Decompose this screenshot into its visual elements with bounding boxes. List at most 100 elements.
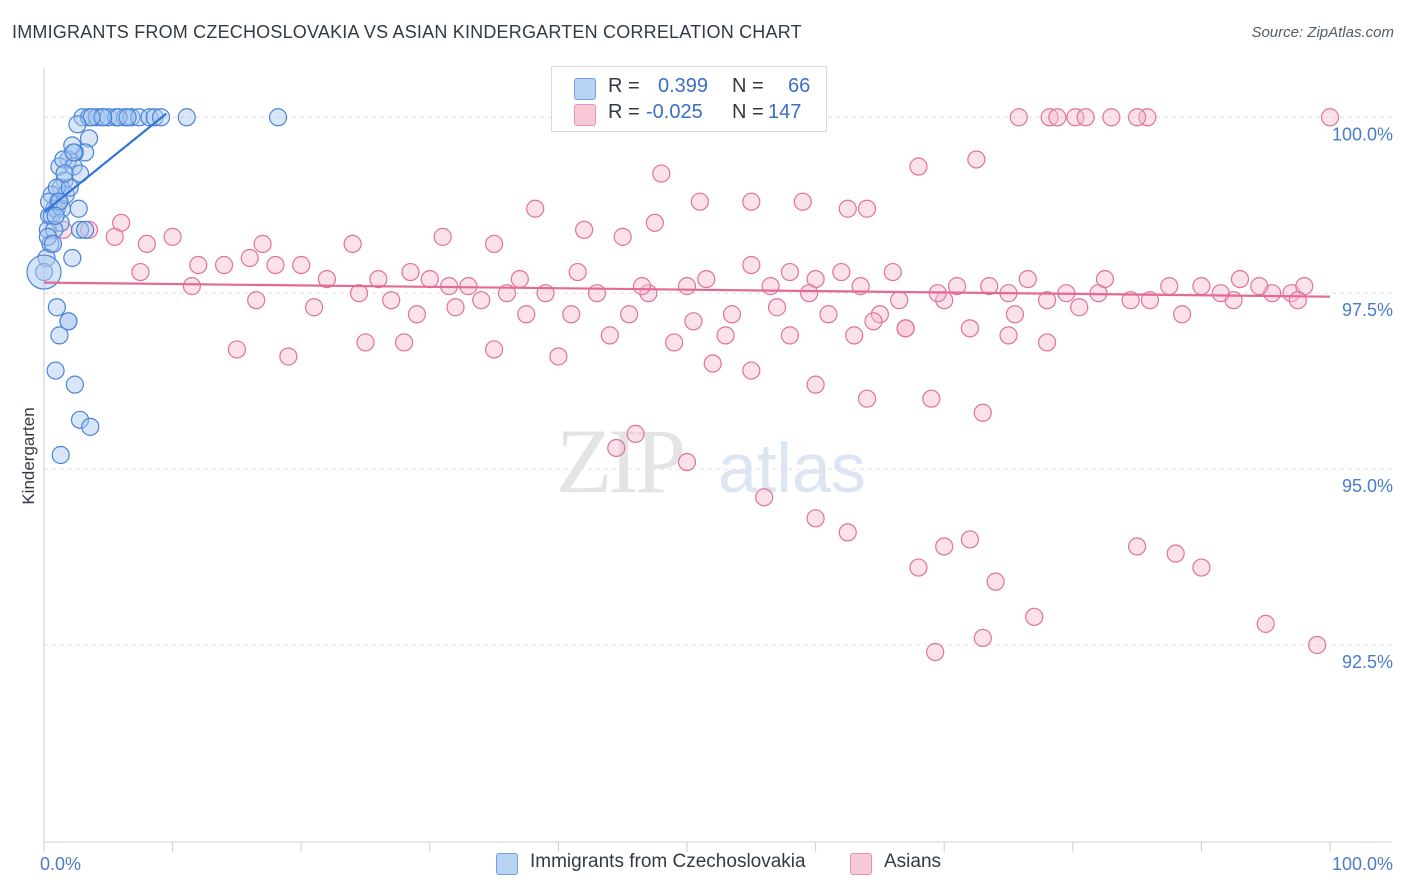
data-point: [1076, 108, 1095, 127]
trend-line-asians: [43, 281, 1331, 298]
data-point: [266, 255, 285, 275]
data-point: [76, 220, 95, 239]
legend-label: Asians: [884, 851, 942, 872]
data-point: [562, 305, 581, 324]
data-point: [926, 642, 945, 662]
data-point: [960, 530, 980, 549]
data-point: [896, 319, 915, 338]
data-point: [349, 284, 369, 303]
data-point: [59, 312, 78, 331]
y-tick-label: 95.0%: [1342, 476, 1393, 496]
data-point: [214, 255, 234, 275]
data-point: [279, 347, 298, 366]
data-point: [69, 199, 88, 218]
trend-line-czechoslovakia: [43, 112, 167, 214]
data-point: [1005, 305, 1025, 324]
data-point: [485, 234, 504, 254]
data-point: [1160, 277, 1179, 296]
data-point: [65, 375, 84, 394]
data-point: [1308, 635, 1327, 655]
data-point: [1070, 298, 1089, 317]
zipatlas-watermark: ZIP atlas: [556, 410, 866, 512]
data-point: [909, 558, 928, 577]
data-point: [1166, 544, 1185, 563]
legend-swatch-pink: [574, 104, 596, 126]
data-point: [292, 255, 311, 275]
data-point: [677, 277, 697, 296]
data-point: [909, 157, 928, 176]
data-point: [1173, 305, 1192, 324]
data-point: [81, 417, 100, 436]
data-point: [63, 136, 82, 155]
data-point: [163, 227, 182, 246]
data-point: [800, 284, 819, 303]
source-label: Source: ZipAtlas.com: [1251, 24, 1394, 41]
data-point: [742, 192, 761, 211]
data-point: [1250, 277, 1269, 296]
data-point: [317, 269, 337, 289]
data-point: [356, 333, 375, 352]
data-point: [253, 234, 272, 254]
data-point: [1140, 291, 1160, 310]
data-point: [1127, 537, 1147, 556]
data-point: [47, 178, 66, 197]
data-point: [510, 269, 529, 289]
data-point: [806, 375, 825, 394]
data-point: [517, 305, 536, 324]
data-point: [446, 298, 465, 317]
chart-title: IMMIGRANTS FROM CZECHOSLOVAKIA VS ASIAN …: [12, 22, 802, 42]
data-point: [600, 326, 619, 345]
data-point: [118, 108, 137, 127]
data-point: [986, 572, 1005, 591]
data-point: [64, 143, 83, 162]
data-point: [838, 199, 857, 218]
legend-n-label: N =: [732, 75, 764, 97]
data-point: [1018, 269, 1037, 289]
data-point: [1102, 108, 1121, 127]
data-point: [1040, 108, 1059, 127]
data-point: [420, 269, 439, 289]
data-point: [568, 262, 587, 282]
data-point: [864, 312, 883, 331]
data-point: [587, 284, 607, 303]
data-point: [122, 108, 141, 127]
data-point: [870, 305, 890, 324]
data-point: [632, 277, 652, 296]
data-point: [697, 269, 716, 289]
legend-n-label: N =: [732, 101, 764, 123]
data-point: [755, 488, 774, 507]
data-point: [394, 333, 414, 352]
data-point: [1192, 558, 1211, 577]
data-point: [68, 115, 87, 134]
data-point: [50, 326, 69, 345]
tick-labels: 100.0% 97.5% 95.0% 92.5% 0.0% 100.0%: [40, 124, 1393, 874]
data-point: [1138, 108, 1157, 127]
data-point: [742, 255, 761, 275]
data-point: [60, 178, 79, 197]
legend-swatch-pink: [850, 853, 872, 875]
data-point: [343, 234, 362, 254]
data-point: [722, 305, 742, 324]
data-point: [652, 164, 671, 183]
data-point: [935, 537, 954, 556]
data-point: [54, 150, 73, 169]
data-point: [780, 326, 799, 345]
data-point: [1066, 108, 1085, 127]
data-point: [1288, 291, 1307, 310]
data-point: [105, 227, 124, 246]
data-point: [703, 354, 722, 373]
x-tick-label: 0.0%: [40, 854, 81, 874]
legend-r-value: 0.399: [658, 75, 709, 97]
data-point: [761, 277, 780, 296]
watermark-zip: ZIP: [556, 410, 683, 512]
data-point: [793, 192, 812, 211]
data-point: [980, 277, 999, 296]
data-point: [922, 389, 941, 408]
data-point: [1230, 269, 1250, 289]
data-point: [1121, 291, 1140, 310]
data-point: [967, 150, 986, 169]
data-point: [182, 277, 201, 296]
legend-swatch-blue: [496, 853, 518, 875]
data-point: [240, 248, 259, 268]
data-point: [497, 284, 517, 303]
